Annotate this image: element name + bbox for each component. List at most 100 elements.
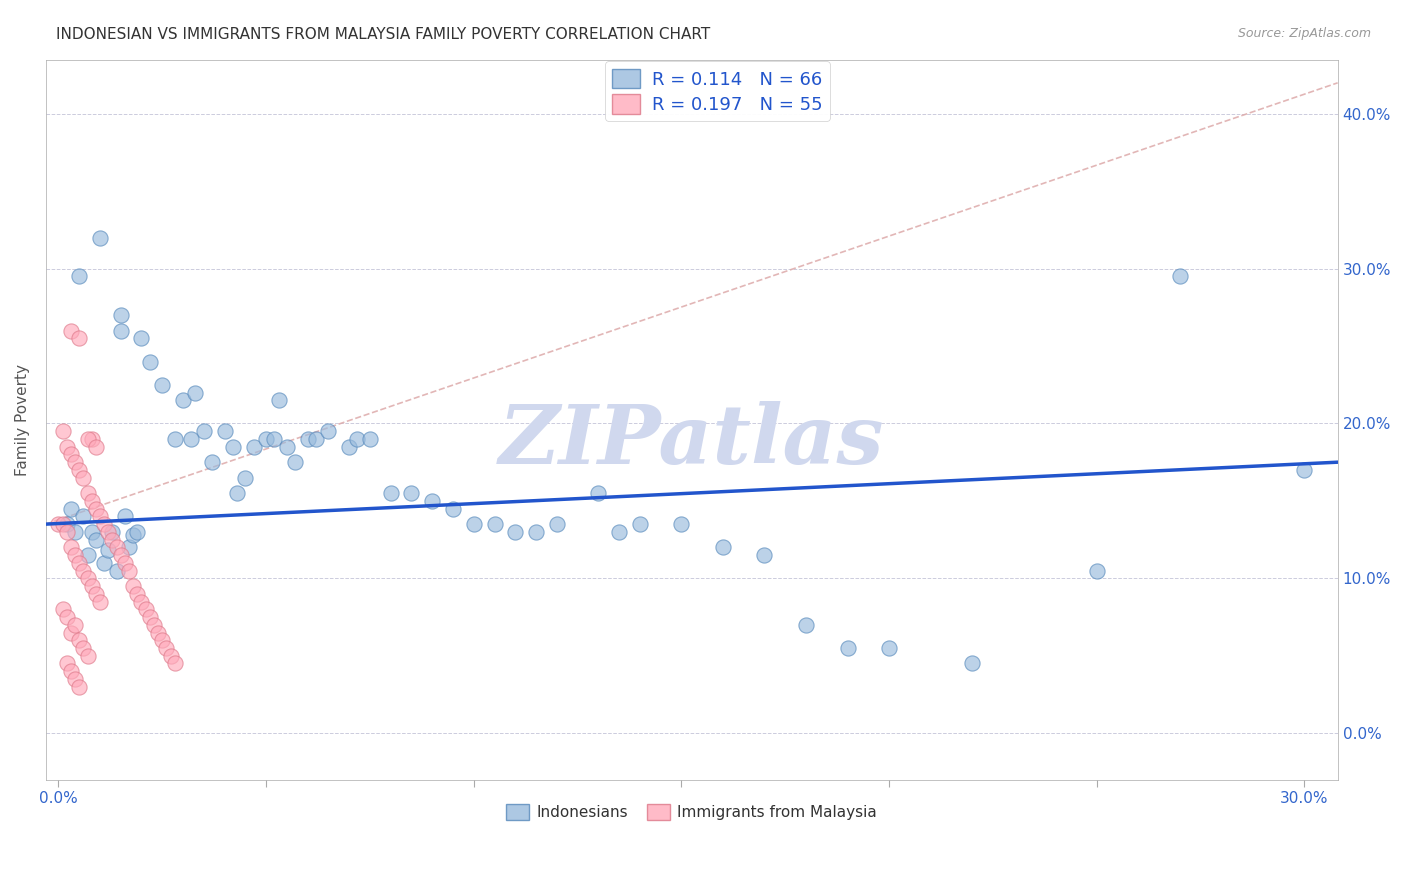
Point bbox=[118, 541, 141, 555]
Point bbox=[76, 648, 98, 663]
Point bbox=[114, 509, 136, 524]
Point bbox=[127, 524, 149, 539]
Point bbox=[84, 501, 107, 516]
Text: Source: ZipAtlas.com: Source: ZipAtlas.com bbox=[1237, 27, 1371, 40]
Point bbox=[84, 533, 107, 547]
Point bbox=[59, 447, 82, 461]
Point bbox=[63, 617, 86, 632]
Point bbox=[380, 486, 402, 500]
Point bbox=[105, 541, 128, 555]
Point bbox=[214, 424, 236, 438]
Point bbox=[52, 424, 75, 438]
Point bbox=[242, 440, 264, 454]
Point bbox=[155, 640, 177, 655]
Point bbox=[297, 432, 319, 446]
Point bbox=[59, 501, 82, 516]
Point bbox=[67, 556, 90, 570]
Point bbox=[1168, 269, 1191, 284]
Point bbox=[524, 524, 547, 539]
Point bbox=[233, 471, 256, 485]
Point bbox=[122, 579, 145, 593]
Point bbox=[97, 524, 120, 539]
Point bbox=[67, 331, 90, 345]
Point bbox=[284, 455, 307, 469]
Point bbox=[201, 455, 224, 469]
Y-axis label: Family Poverty: Family Poverty bbox=[15, 364, 30, 475]
Point bbox=[441, 501, 464, 516]
Point bbox=[420, 494, 443, 508]
Point bbox=[72, 640, 94, 655]
Point bbox=[401, 486, 423, 500]
Point bbox=[59, 625, 82, 640]
Point bbox=[72, 471, 94, 485]
Point bbox=[960, 657, 983, 671]
Point bbox=[139, 610, 162, 624]
Point bbox=[93, 517, 115, 532]
Point bbox=[146, 625, 169, 640]
Point bbox=[1294, 463, 1316, 477]
Point bbox=[101, 524, 124, 539]
Point bbox=[80, 524, 103, 539]
Point bbox=[93, 556, 115, 570]
Point bbox=[110, 324, 132, 338]
Point bbox=[172, 393, 194, 408]
Point bbox=[59, 664, 82, 678]
Point bbox=[628, 517, 651, 532]
Point bbox=[254, 432, 277, 446]
Point bbox=[607, 524, 630, 539]
Point bbox=[794, 617, 817, 632]
Point bbox=[97, 543, 120, 558]
Point bbox=[267, 393, 290, 408]
Point bbox=[80, 432, 103, 446]
Point bbox=[76, 548, 98, 562]
Point bbox=[131, 594, 153, 608]
Point bbox=[110, 308, 132, 322]
Point bbox=[163, 432, 186, 446]
Point bbox=[226, 486, 249, 500]
Point bbox=[63, 672, 86, 686]
Point bbox=[588, 486, 610, 500]
Point bbox=[59, 324, 82, 338]
Point bbox=[754, 548, 776, 562]
Point bbox=[72, 509, 94, 524]
Point bbox=[484, 517, 506, 532]
Point bbox=[122, 528, 145, 542]
Point bbox=[131, 331, 153, 345]
Point bbox=[80, 579, 103, 593]
Point bbox=[163, 657, 186, 671]
Point bbox=[159, 648, 181, 663]
Point bbox=[503, 524, 526, 539]
Point bbox=[263, 432, 285, 446]
Legend: Indonesians, Immigrants from Malaysia: Indonesians, Immigrants from Malaysia bbox=[501, 797, 883, 826]
Point bbox=[180, 432, 202, 446]
Point bbox=[150, 633, 173, 648]
Point bbox=[184, 385, 207, 400]
Point bbox=[222, 440, 245, 454]
Point bbox=[193, 424, 215, 438]
Point bbox=[877, 640, 900, 655]
Point bbox=[143, 617, 166, 632]
Point bbox=[55, 657, 77, 671]
Point bbox=[118, 564, 141, 578]
Point bbox=[135, 602, 157, 616]
Point bbox=[63, 524, 86, 539]
Point bbox=[55, 517, 77, 532]
Point bbox=[305, 432, 328, 446]
Point bbox=[337, 440, 360, 454]
Point bbox=[89, 230, 111, 244]
Point bbox=[359, 432, 381, 446]
Point bbox=[84, 440, 107, 454]
Point bbox=[671, 517, 693, 532]
Point bbox=[48, 517, 70, 532]
Point bbox=[139, 354, 162, 368]
Point bbox=[837, 640, 859, 655]
Point bbox=[52, 602, 75, 616]
Point bbox=[89, 509, 111, 524]
Point bbox=[105, 564, 128, 578]
Point bbox=[63, 455, 86, 469]
Point bbox=[114, 556, 136, 570]
Point bbox=[55, 524, 77, 539]
Point bbox=[127, 587, 149, 601]
Point bbox=[80, 494, 103, 508]
Point bbox=[55, 440, 77, 454]
